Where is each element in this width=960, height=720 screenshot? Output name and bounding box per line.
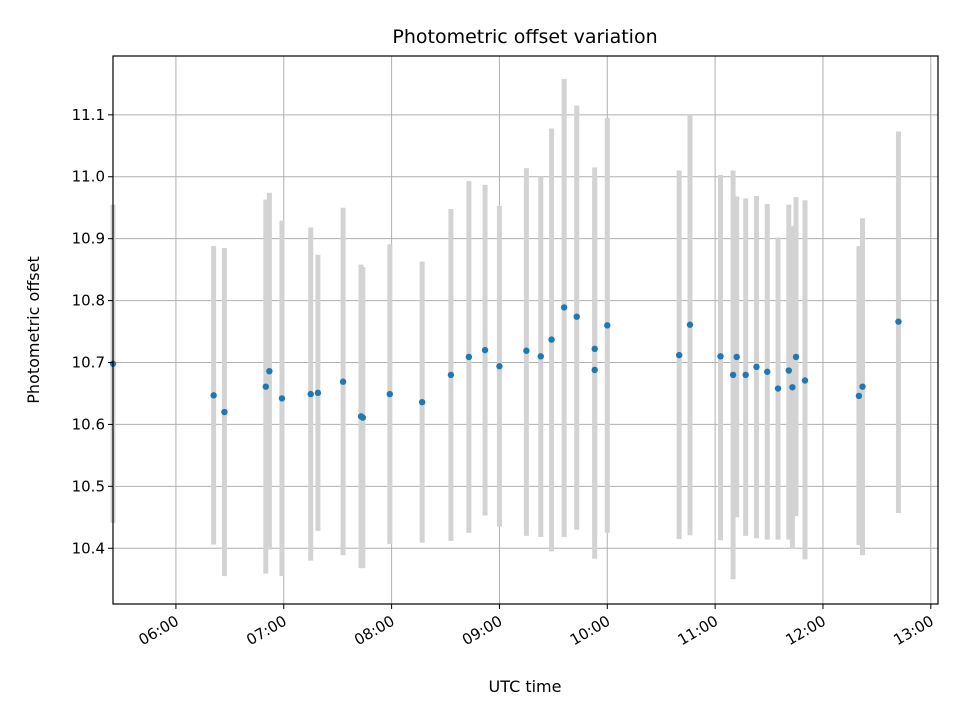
plot-frame (112, 55, 939, 605)
data-point (262, 383, 269, 390)
data-point (465, 353, 473, 361)
x-tick-label: 07:00 (243, 612, 289, 649)
data-point (278, 395, 286, 402)
data-point (733, 353, 740, 361)
data-point (314, 389, 322, 397)
data-point (523, 347, 530, 354)
data-point (548, 336, 555, 343)
data-point (496, 363, 503, 370)
data-point (789, 384, 796, 391)
data-point (859, 383, 866, 390)
x-axis: 06:00 07:00 08:00 09:00 10:00 11:00 12:00 13:00 (135, 604, 937, 649)
data-point (447, 371, 455, 379)
data-point (742, 371, 749, 379)
data-point (210, 392, 217, 399)
data-point (792, 353, 800, 361)
data-point (895, 318, 902, 325)
x-tick-label: 12:00 (783, 612, 829, 649)
y-tick-label: 10.8 (72, 292, 105, 310)
x-axis-label: UTC time (489, 677, 562, 696)
data-point (774, 385, 782, 392)
data-points (109, 304, 902, 421)
y-tick-label: 10.5 (72, 477, 105, 495)
x-tick-label: 11:00 (675, 612, 721, 649)
data-point (537, 353, 544, 360)
y-tick-label: 11.1 (72, 106, 105, 124)
data-point (418, 398, 426, 406)
data-point (855, 392, 863, 400)
error-bars (110, 78, 901, 580)
chart-title: Photometric offset variation (392, 26, 657, 48)
data-point (307, 390, 314, 398)
x-tick-label: 08:00 (351, 612, 397, 649)
data-point (573, 313, 580, 320)
x-tick-label: 10:00 (567, 612, 613, 649)
data-point (560, 304, 568, 311)
data-point (675, 351, 683, 359)
data-point (785, 367, 793, 374)
y-tick-label: 11.0 (72, 168, 105, 186)
data-point (386, 390, 393, 398)
data-point (717, 353, 724, 360)
data-point (686, 321, 694, 328)
data-point (729, 371, 737, 379)
data-point (753, 363, 760, 371)
data-point (591, 366, 598, 374)
y-tick-label: 10.4 (72, 539, 105, 557)
y-axis: 10.4 10.5 10.6 10.7 10.8 10.9 11.0 11.1 (72, 106, 113, 557)
y-tick-label: 10.6 (72, 415, 105, 433)
y-tick-label: 10.7 (72, 354, 105, 372)
data-point (359, 414, 367, 421)
data-point (221, 408, 228, 416)
x-tick-label: 06:00 (135, 612, 181, 649)
data-point (801, 377, 809, 384)
data-point (591, 345, 598, 353)
x-tick-label: 09:00 (459, 612, 505, 649)
data-point (764, 368, 771, 375)
data-point (481, 346, 489, 354)
x-tick-label: 13:00 (890, 612, 936, 649)
y-axis-label: Photometric offset (24, 256, 43, 404)
data-point (339, 378, 347, 385)
y-tick-label: 10.9 (72, 230, 105, 248)
data-point (266, 367, 273, 375)
data-point (604, 322, 611, 329)
